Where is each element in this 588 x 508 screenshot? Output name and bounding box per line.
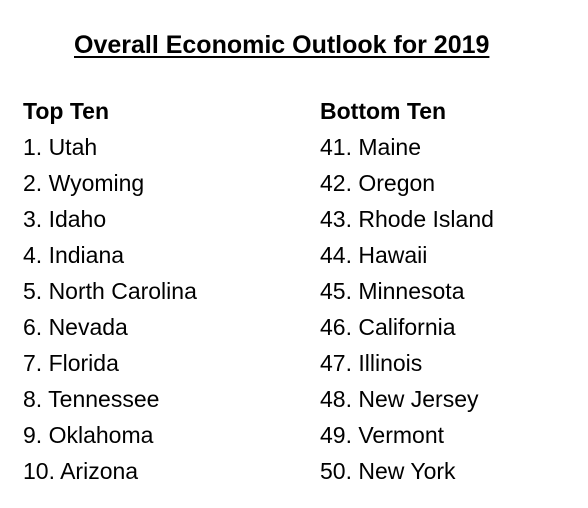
list-item: 8. Tennessee bbox=[23, 386, 160, 412]
list-item: 5. North Carolina bbox=[23, 278, 197, 304]
list-item: 2. Wyoming bbox=[23, 170, 145, 196]
list-item: 6. Nevada bbox=[23, 314, 128, 340]
list-item: 45. Minnesota bbox=[320, 278, 465, 304]
list-item: 47. Illinois bbox=[320, 350, 423, 376]
list-item: 7. Florida bbox=[23, 350, 119, 376]
list-item: 48. New Jersey bbox=[320, 386, 479, 412]
list-item: 41. Maine bbox=[320, 134, 422, 160]
list-item: 1. Utah bbox=[23, 134, 98, 160]
list-item: 42. Oregon bbox=[320, 170, 436, 196]
bottom-ten-column: Bottom Ten 41. Maine 42. Oregon 43. Rhod… bbox=[320, 93, 588, 489]
list-item: 44. Hawaii bbox=[320, 242, 428, 268]
list-item: 46. California bbox=[320, 314, 456, 340]
list-item: 43. Rhode Island bbox=[320, 206, 494, 232]
bottom-ten-list: 41. Maine 42. Oregon 43. Rhode Island 44… bbox=[320, 129, 588, 489]
page-title: Overall Economic Outlook for 2019 bbox=[74, 31, 490, 59]
bottom-ten-heading: Bottom Ten bbox=[320, 98, 447, 124]
list-item: 4. Indiana bbox=[23, 242, 125, 268]
list-item: 10. Arizona bbox=[23, 458, 139, 484]
list-item: 3. Idaho bbox=[23, 206, 107, 232]
list-item: 9. Oklahoma bbox=[23, 422, 154, 448]
top-ten-column: Top Ten 1. Utah 2. Wyoming 3. Idaho 4. I… bbox=[23, 93, 293, 489]
top-ten-heading: Top Ten bbox=[23, 98, 110, 124]
list-item: 50. New York bbox=[320, 458, 456, 484]
list-item: 49. Vermont bbox=[320, 422, 445, 448]
top-ten-list: 1. Utah 2. Wyoming 3. Idaho 4. Indiana 5… bbox=[23, 129, 293, 489]
